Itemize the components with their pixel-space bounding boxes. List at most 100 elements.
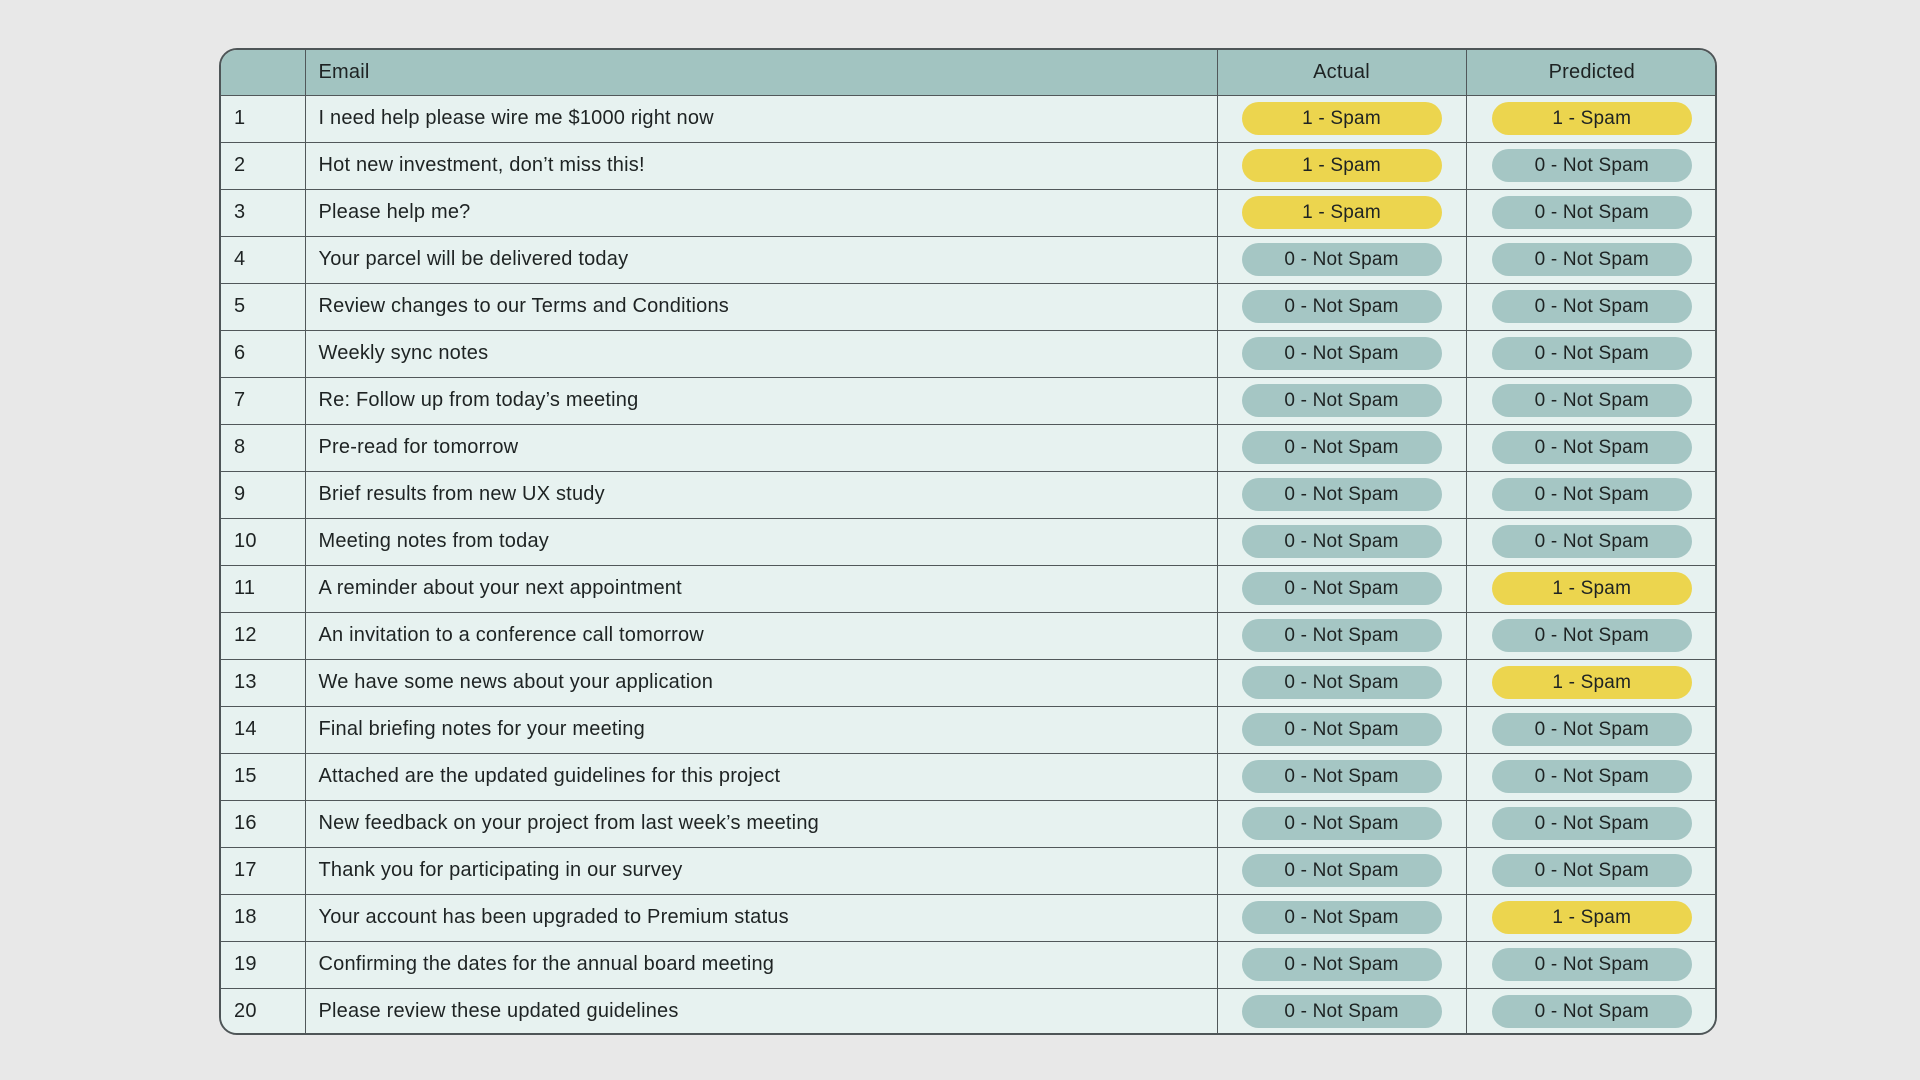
- actual-cell: 0 - Not Spam: [1216, 846, 1467, 895]
- email-subject: Your account has been upgraded to Premiu…: [304, 893, 1218, 942]
- actual-cell: 0 - Not Spam: [1216, 329, 1467, 378]
- predicted-badge: 0 - Not Spam: [1491, 196, 1692, 229]
- actual-cell: 0 - Not Spam: [1216, 799, 1467, 848]
- predicted-badge: 0 - Not Spam: [1491, 995, 1692, 1029]
- header-index: [221, 50, 306, 96]
- email-subject: I need help please wire me $1000 right n…: [304, 94, 1218, 143]
- table-row: 2 Hot new investment, don’t miss this! 1…: [221, 141, 1715, 190]
- actual-cell: 1 - Spam: [1216, 94, 1467, 143]
- email-subject: Weekly sync notes: [304, 329, 1218, 378]
- actual-cell: 0 - Not Spam: [1216, 611, 1467, 660]
- predicted-cell: 0 - Not Spam: [1465, 517, 1715, 566]
- spam-classification-table: Email Actual Predicted 1 I need help ple…: [221, 50, 1715, 1033]
- actual-badge: 0 - Not Spam: [1241, 572, 1442, 605]
- table-row: 11 A reminder about your next appointmen…: [221, 564, 1715, 613]
- email-subject: Thank you for participating in our surve…: [304, 846, 1218, 895]
- row-index: 14: [221, 705, 306, 754]
- predicted-cell: 0 - Not Spam: [1465, 940, 1715, 989]
- predicted-cell: 0 - Not Spam: [1465, 329, 1715, 378]
- actual-badge: 0 - Not Spam: [1241, 995, 1442, 1029]
- row-index: 15: [221, 752, 306, 801]
- table-row: 15 Attached are the updated guidelines f…: [221, 752, 1715, 801]
- actual-badge: 0 - Not Spam: [1241, 337, 1442, 370]
- actual-cell: 0 - Not Spam: [1216, 752, 1467, 801]
- table-header: Email Actual Predicted: [221, 50, 1715, 96]
- email-subject: Confirming the dates for the annual boar…: [304, 940, 1218, 989]
- header-actual: Actual: [1216, 50, 1467, 96]
- actual-badge: 0 - Not Spam: [1241, 807, 1442, 840]
- actual-badge: 0 - Not Spam: [1241, 384, 1442, 417]
- predicted-cell: 0 - Not Spam: [1465, 376, 1715, 425]
- actual-badge: 1 - Spam: [1241, 149, 1442, 182]
- actual-badge: 0 - Not Spam: [1241, 619, 1442, 652]
- predicted-badge: 0 - Not Spam: [1491, 337, 1692, 370]
- predicted-cell: 0 - Not Spam: [1465, 423, 1715, 472]
- row-index: 8: [221, 423, 306, 472]
- table-row: 1 I need help please wire me $1000 right…: [221, 94, 1715, 143]
- actual-cell: 0 - Not Spam: [1216, 564, 1467, 613]
- predicted-cell: 0 - Not Spam: [1465, 611, 1715, 660]
- header-predicted: Predicted: [1465, 50, 1715, 96]
- actual-cell: 1 - Spam: [1216, 188, 1467, 237]
- predicted-badge: 1 - Spam: [1491, 666, 1692, 699]
- actual-cell: 0 - Not Spam: [1216, 987, 1467, 1033]
- actual-badge: 0 - Not Spam: [1241, 666, 1442, 699]
- email-subject: Please help me?: [304, 188, 1218, 237]
- row-index: 6: [221, 329, 306, 378]
- email-subject: Meeting notes from today: [304, 517, 1218, 566]
- predicted-badge: 0 - Not Spam: [1491, 760, 1692, 793]
- predicted-cell: 0 - Not Spam: [1465, 188, 1715, 237]
- table-row: 18 Your account has been upgraded to Pre…: [221, 893, 1715, 942]
- predicted-badge: 0 - Not Spam: [1491, 713, 1692, 746]
- actual-cell: 0 - Not Spam: [1216, 376, 1467, 425]
- actual-badge: 0 - Not Spam: [1241, 431, 1442, 464]
- predicted-badge: 1 - Spam: [1491, 102, 1692, 135]
- table-row: 3 Please help me? 1 - Spam 0 - Not Spam: [221, 188, 1715, 237]
- actual-badge: 0 - Not Spam: [1241, 713, 1442, 746]
- email-subject: Hot new investment, don’t miss this!: [304, 141, 1218, 190]
- predicted-badge: 0 - Not Spam: [1491, 478, 1692, 511]
- predicted-badge: 0 - Not Spam: [1491, 854, 1692, 887]
- row-index: 11: [221, 564, 306, 613]
- email-subject: Brief results from new UX study: [304, 470, 1218, 519]
- row-index: 17: [221, 846, 306, 895]
- predicted-cell: 0 - Not Spam: [1465, 282, 1715, 331]
- row-index: 19: [221, 940, 306, 989]
- predicted-badge: 0 - Not Spam: [1491, 149, 1692, 182]
- row-index: 18: [221, 893, 306, 942]
- email-subject: Review changes to our Terms and Conditio…: [304, 282, 1218, 331]
- actual-cell: 0 - Not Spam: [1216, 423, 1467, 472]
- email-subject: Attached are the updated guidelines for …: [304, 752, 1218, 801]
- table-row: 20 Please review these updated guideline…: [221, 987, 1715, 1033]
- header-row: Email Actual Predicted: [221, 50, 1715, 96]
- email-subject: An invitation to a conference call tomor…: [304, 611, 1218, 660]
- table-body: 1 I need help please wire me $1000 right…: [221, 94, 1715, 1033]
- actual-badge: 0 - Not Spam: [1241, 760, 1442, 793]
- actual-badge: 0 - Not Spam: [1241, 243, 1442, 276]
- predicted-cell: 0 - Not Spam: [1465, 141, 1715, 190]
- table-row: 17 Thank you for participating in our su…: [221, 846, 1715, 895]
- table-row: 7 Re: Follow up from today’s meeting 0 -…: [221, 376, 1715, 425]
- actual-cell: 0 - Not Spam: [1216, 282, 1467, 331]
- row-index: 12: [221, 611, 306, 660]
- row-index: 7: [221, 376, 306, 425]
- predicted-cell: 1 - Spam: [1465, 94, 1715, 143]
- row-index: 20: [221, 987, 306, 1033]
- predicted-badge: 0 - Not Spam: [1491, 619, 1692, 652]
- table-row: 8 Pre-read for tomorrow 0 - Not Spam 0 -…: [221, 423, 1715, 472]
- predicted-badge: 0 - Not Spam: [1491, 384, 1692, 417]
- row-index: 13: [221, 658, 306, 707]
- predicted-badge: 0 - Not Spam: [1491, 431, 1692, 464]
- table-row: 6 Weekly sync notes 0 - Not Spam 0 - Not…: [221, 329, 1715, 378]
- classification-table-container: Email Actual Predicted 1 I need help ple…: [219, 48, 1717, 1035]
- actual-cell: 0 - Not Spam: [1216, 517, 1467, 566]
- row-index: 9: [221, 470, 306, 519]
- table-row: 12 An invitation to a conference call to…: [221, 611, 1715, 660]
- predicted-badge: 0 - Not Spam: [1491, 948, 1692, 981]
- row-index: 16: [221, 799, 306, 848]
- predicted-cell: 1 - Spam: [1465, 893, 1715, 942]
- row-index: 4: [221, 235, 306, 284]
- predicted-cell: 0 - Not Spam: [1465, 705, 1715, 754]
- row-index: 3: [221, 188, 306, 237]
- header-email: Email: [304, 50, 1218, 96]
